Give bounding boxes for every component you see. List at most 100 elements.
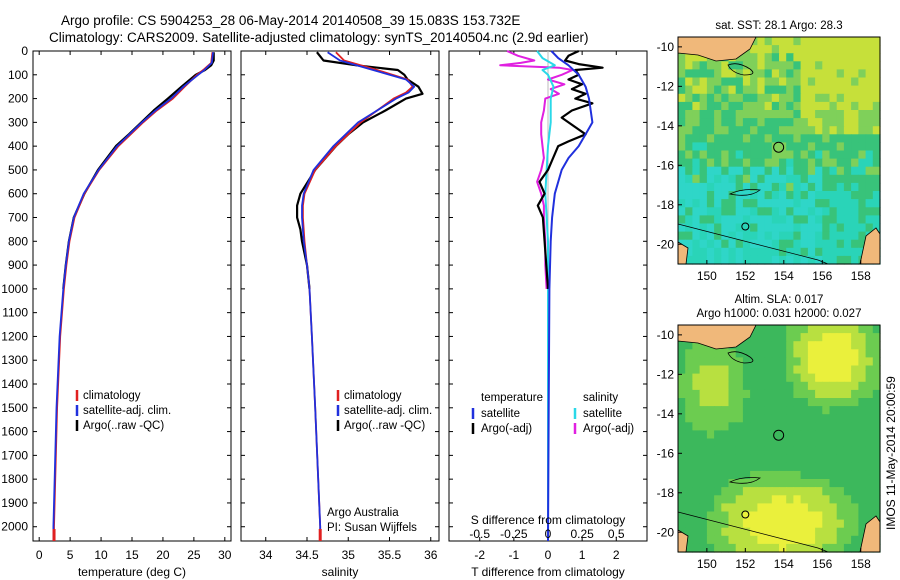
map-cell (843, 118, 852, 127)
map-cell (779, 527, 787, 537)
salinity-xtick-label: 35 (342, 548, 356, 562)
map-cell (786, 357, 794, 367)
map-cell (757, 325, 766, 334)
map-cell (807, 325, 816, 334)
map-cell (750, 126, 758, 135)
map-cell (858, 406, 867, 415)
map-cell (865, 45, 874, 54)
difference-series-salinity-argo-adj- (499, 50, 574, 289)
map-cell (779, 118, 787, 127)
depth-tick-label: 1600 (1, 425, 28, 439)
depth-tick-label: 900 (8, 258, 28, 272)
map-cell (728, 495, 737, 504)
map-cell (872, 406, 881, 415)
map-cell (865, 85, 874, 95)
map-cell (822, 527, 831, 537)
map-cell (692, 174, 701, 184)
map-cell (779, 341, 787, 350)
map-cell (750, 182, 758, 192)
map-cell (865, 503, 874, 513)
map-cell (843, 239, 852, 249)
map-cell (829, 118, 838, 127)
map-cell (757, 454, 766, 464)
map-cell (800, 470, 809, 480)
map-cell (750, 110, 758, 119)
map-cell (858, 215, 867, 225)
map-cell (786, 126, 794, 135)
map-cell (742, 414, 751, 423)
map-cell (865, 446, 874, 456)
map-cell (728, 511, 737, 521)
map-cell (714, 487, 722, 496)
map-cell (757, 142, 766, 152)
map-cell (764, 93, 773, 103)
map-cell (779, 158, 787, 168)
map-cell (764, 158, 773, 168)
temperature-xtick-label: 5 (67, 548, 74, 562)
map-cell (685, 215, 693, 225)
map-cell (793, 61, 802, 70)
map-cell (714, 166, 722, 176)
sst-map-ytick-label: -20 (657, 237, 675, 251)
map-cell (678, 422, 686, 431)
map-cell (728, 101, 737, 111)
map-cell (779, 470, 787, 480)
map-cell (750, 543, 758, 553)
map-cell (699, 381, 708, 391)
map-cell (793, 422, 802, 431)
map-cell (692, 381, 701, 391)
map-cell (815, 223, 823, 233)
map-cell (851, 207, 859, 216)
map-cell (692, 479, 701, 488)
map-cell (685, 231, 693, 241)
map-cell (836, 142, 845, 152)
map-cell (815, 182, 823, 192)
map-cell (714, 118, 722, 127)
map-cell (706, 93, 715, 103)
map-cell (858, 446, 867, 456)
map-cell (786, 69, 794, 79)
map-cell (822, 37, 831, 46)
map-cell (786, 543, 794, 553)
map-cell (851, 239, 859, 249)
map-cell (771, 239, 780, 249)
map-cell (742, 77, 751, 87)
map-cell (757, 389, 766, 399)
map-cell (771, 199, 780, 208)
depth-tick-label: 300 (8, 115, 28, 129)
map-cell (822, 454, 831, 464)
map-cell (807, 479, 816, 488)
map-cell (843, 341, 852, 350)
salinity-xtick-label: 34.5 (295, 548, 319, 562)
sst-map-field (678, 37, 881, 265)
map-cell (678, 93, 686, 103)
map-cell (865, 174, 874, 184)
map-cell (692, 430, 701, 440)
map-cell (786, 174, 794, 184)
map-cell (815, 462, 823, 472)
map-cell (836, 174, 845, 184)
map-cell (843, 199, 852, 208)
map-cell (764, 255, 773, 265)
sla-map-title: Altim. SLA: 0.017 (735, 294, 824, 306)
map-cell (851, 479, 859, 488)
map-cell (807, 215, 816, 225)
map-cell (735, 247, 744, 257)
map-cell (678, 495, 686, 504)
map-cell (678, 231, 686, 241)
map-cell (865, 150, 874, 160)
map-cell (735, 511, 744, 521)
map-cell (858, 101, 867, 111)
map-cell (822, 462, 831, 472)
map-cell (750, 470, 758, 480)
map-cell (815, 479, 823, 488)
map-cell (815, 142, 823, 152)
map-cell (836, 207, 845, 216)
map-cell (829, 85, 838, 95)
map-cell (757, 406, 766, 415)
map-cell (714, 503, 722, 513)
depth-tick-label: 1800 (1, 472, 28, 486)
map-cell (706, 110, 715, 119)
map-cell (764, 182, 773, 192)
map-cell (800, 150, 809, 160)
